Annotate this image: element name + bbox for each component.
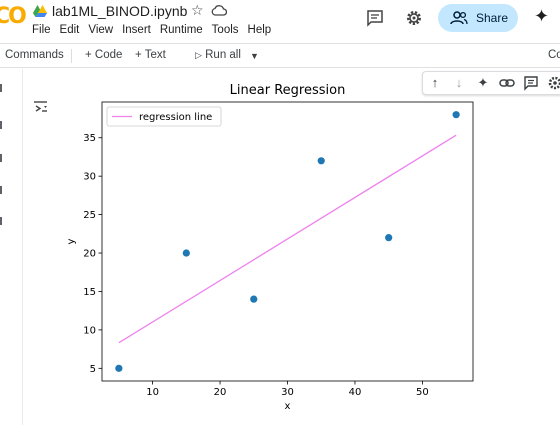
run-all-label: Run all bbox=[205, 49, 241, 61]
sidebar-variables-icon[interactable] bbox=[0, 154, 4, 162]
scatter-point bbox=[115, 364, 123, 372]
y-tick-label: 30 bbox=[83, 172, 96, 183]
arrow-down-icon[interactable]: ↓ bbox=[455, 75, 463, 90]
y-tick-label: 25 bbox=[83, 210, 96, 221]
comment-icon[interactable] bbox=[366, 9, 384, 27]
sidebar-search-icon[interactable] bbox=[0, 121, 4, 129]
scatter-point bbox=[452, 111, 460, 119]
plot-frame bbox=[101, 101, 474, 382]
menu-help[interactable]: Help bbox=[247, 24, 272, 36]
toolbar-divider bbox=[71, 49, 72, 63]
x-tick-label: 40 bbox=[349, 387, 362, 398]
left-sidebar bbox=[0, 69, 8, 425]
cloud-icon[interactable] bbox=[211, 4, 227, 16]
comment-icon[interactable] bbox=[523, 75, 539, 91]
legend-label: regression line bbox=[139, 112, 212, 123]
share-label: Share bbox=[476, 11, 509, 25]
gear-icon[interactable] bbox=[547, 75, 560, 91]
share-person-icon bbox=[450, 11, 468, 25]
chart-title: Linear Regression bbox=[229, 83, 346, 98]
cell-toolbar: ↑ ↓ ✦ bbox=[422, 71, 560, 95]
sidebar-secrets-icon[interactable] bbox=[0, 186, 4, 194]
play-icon: ▷ bbox=[195, 50, 202, 60]
menu-file[interactable]: File bbox=[32, 24, 51, 36]
scatter-point bbox=[250, 295, 258, 303]
share-button[interactable]: Share bbox=[438, 4, 518, 32]
cell-gutter-line bbox=[22, 69, 23, 425]
sidebar-toc-icon[interactable] bbox=[0, 84, 4, 92]
x-axis-label: x bbox=[285, 401, 291, 412]
add-text-button[interactable]: + Text bbox=[135, 49, 166, 61]
regression-line bbox=[118, 134, 457, 344]
run-all-dropdown-icon[interactable]: ▼ bbox=[250, 51, 259, 61]
y-tick-label: 5 bbox=[90, 364, 96, 375]
menu-bar: File Edit View Insert Runtime Tools Help bbox=[32, 24, 280, 36]
menu-tools[interactable]: Tools bbox=[211, 24, 239, 36]
menu-edit[interactable]: Edit bbox=[59, 24, 80, 36]
menu-runtime[interactable]: Runtime bbox=[159, 24, 203, 36]
scatter-point bbox=[385, 234, 393, 242]
drive-icon bbox=[33, 5, 47, 17]
notebook-toolbar: Commands + Code + Text ▷ Run all ▼ Co bbox=[0, 43, 560, 68]
sidebar-files-icon[interactable] bbox=[0, 217, 4, 225]
scatter-point bbox=[182, 249, 190, 257]
star-icon[interactable]: ☆ bbox=[191, 2, 204, 18]
link-icon[interactable] bbox=[499, 75, 515, 91]
y-tick-label: 10 bbox=[83, 325, 96, 336]
sparkle-icon[interactable]: ✦ bbox=[534, 6, 550, 26]
y-axis-label: y bbox=[66, 238, 77, 244]
sparkle-icon[interactable]: ✦ bbox=[477, 75, 489, 90]
legend-box bbox=[106, 106, 222, 127]
x-tick-label: 20 bbox=[214, 387, 227, 398]
output-collapse-icon[interactable] bbox=[33, 99, 49, 115]
notebook-title[interactable]: lab1ML_BINOD.ipynb bbox=[52, 3, 188, 19]
colab-logo[interactable]: CO bbox=[0, 4, 27, 29]
commands-button[interactable]: Commands bbox=[5, 49, 64, 61]
x-tick-label: 30 bbox=[281, 387, 294, 398]
menu-view[interactable]: View bbox=[88, 24, 114, 36]
y-tick-label: 15 bbox=[83, 287, 96, 298]
scatter-point bbox=[317, 157, 325, 165]
x-tick-label: 50 bbox=[416, 387, 429, 398]
menu-insert[interactable]: Insert bbox=[122, 24, 151, 36]
arrow-up-icon[interactable]: ↑ bbox=[431, 75, 439, 90]
add-code-button[interactable]: + Code bbox=[85, 49, 123, 61]
x-tick-label: 10 bbox=[146, 387, 159, 398]
toolbar-right-label: Co bbox=[548, 49, 560, 61]
run-all-button[interactable]: ▷ Run all bbox=[195, 49, 241, 61]
gear-icon[interactable] bbox=[405, 9, 423, 27]
y-tick-label: 20 bbox=[83, 249, 96, 260]
y-tick-label: 35 bbox=[83, 133, 96, 144]
